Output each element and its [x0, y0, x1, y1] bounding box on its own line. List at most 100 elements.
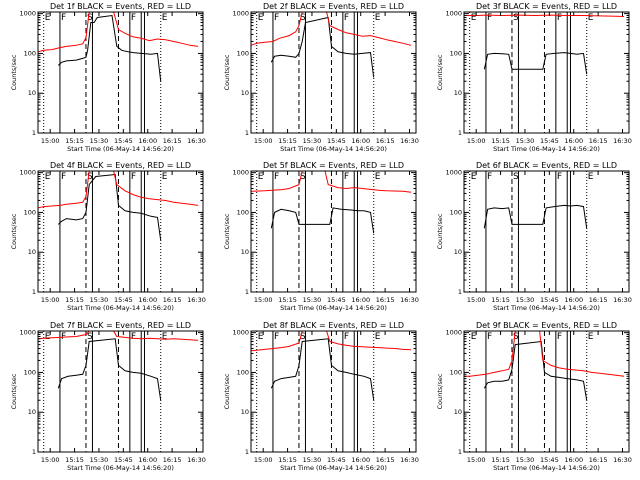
- series-line-lld: [251, 331, 412, 352]
- x-tick-label: 15:30: [303, 296, 322, 304]
- x-tick-label: 16:15: [589, 456, 608, 464]
- series-line-events: [270, 207, 375, 234]
- series-line-lld: [38, 171, 199, 209]
- marker-label: F: [131, 172, 136, 182]
- y-tick-label: 1000: [232, 169, 249, 177]
- x-tick-label: 16:00: [564, 137, 583, 145]
- series-line-events: [57, 338, 162, 401]
- marker-label: E: [258, 13, 264, 23]
- plot-frame: [250, 170, 417, 293]
- x-tick-label: 15:45: [327, 456, 346, 464]
- series-line-lld: [464, 14, 625, 17]
- marker-label: F: [557, 13, 562, 23]
- series-line-events: [270, 338, 375, 401]
- x-tick-label: 16:00: [138, 137, 157, 145]
- x-tick-label: 16:15: [376, 137, 395, 145]
- marker-label: E: [45, 13, 51, 23]
- marker-label: E: [588, 172, 594, 182]
- y-tick-label: 100: [24, 208, 36, 216]
- x-tick-label: 15:45: [327, 137, 346, 145]
- marker-label: S: [513, 13, 519, 23]
- marker-label: F: [557, 172, 562, 182]
- y-tick-label: 1: [245, 129, 249, 137]
- series-line-events: [57, 173, 162, 241]
- x-tick-label: 16:00: [351, 137, 370, 145]
- y-tick-label: 1000: [445, 10, 462, 18]
- x-tick-label: 16:15: [163, 137, 182, 145]
- x-axis-label: Start Time (06-May-14 14:56:20): [67, 304, 174, 312]
- marker-label: F: [274, 172, 279, 182]
- series-line-events: [57, 14, 162, 82]
- x-tick-label: 15:30: [516, 296, 535, 304]
- marker-label: E: [162, 13, 168, 23]
- x-tick-label: 16:15: [163, 296, 182, 304]
- x-tick-label: 15:15: [65, 456, 84, 464]
- y-tick-label: 1: [32, 448, 36, 456]
- marker-label: E: [45, 172, 51, 182]
- plot-frame: [463, 330, 630, 453]
- x-axis-label: Start Time (06-May-14 14:56:20): [67, 145, 174, 153]
- x-tick-label: 15:45: [114, 137, 133, 145]
- x-tick-label: 16:30: [400, 137, 419, 145]
- y-axis-label: Counts/sec: [436, 373, 444, 409]
- marker-label: E: [471, 172, 477, 182]
- x-tick-label: 16:00: [138, 456, 157, 464]
- x-tick-label: 15:15: [491, 296, 510, 304]
- x-tick-label: 15:30: [303, 456, 322, 464]
- marker-label: F: [274, 13, 279, 23]
- marker-label: E: [375, 13, 381, 23]
- y-axis-label: Counts/sec: [436, 54, 444, 90]
- y-tick-label: 1: [245, 448, 249, 456]
- x-tick-label: 16:30: [613, 456, 632, 464]
- y-axis-label: Counts/sec: [10, 373, 18, 409]
- marker-label: F: [61, 172, 66, 182]
- x-tick-label: 15:00: [467, 137, 486, 145]
- marker-label: F: [344, 332, 349, 342]
- x-tick-label: 15:15: [65, 296, 84, 304]
- y-tick-label: 10: [28, 89, 36, 97]
- y-tick-label: 100: [450, 208, 462, 216]
- y-axis-label: Counts/sec: [436, 213, 444, 249]
- y-axis-label: Counts/sec: [10, 213, 18, 249]
- marker-label: E: [471, 13, 477, 23]
- x-tick-label: 15:30: [90, 137, 109, 145]
- x-tick-label: 15:45: [540, 296, 559, 304]
- y-tick-label: 10: [28, 408, 36, 416]
- plot-frame: [250, 11, 417, 134]
- y-axis-label: Counts/sec: [223, 373, 231, 409]
- plot-frame: [37, 11, 204, 134]
- x-tick-label: 15:45: [327, 296, 346, 304]
- marker-label: E: [162, 332, 168, 342]
- marker-label: F: [131, 332, 136, 342]
- marker-label: S: [87, 172, 93, 182]
- y-tick-label: 100: [450, 368, 462, 376]
- x-axis-label: Start Time (06-May-14 14:56:20): [280, 464, 387, 472]
- x-tick-label: 15:15: [65, 137, 84, 145]
- y-tick-label: 1000: [232, 10, 249, 18]
- y-tick-label: 1: [458, 129, 462, 137]
- x-tick-label: 15:15: [278, 296, 297, 304]
- marker-label: E: [45, 332, 51, 342]
- x-tick-label: 15:45: [540, 456, 559, 464]
- x-tick-label: 15:30: [303, 137, 322, 145]
- series-line-lld: [464, 331, 625, 377]
- plot-frame: [463, 170, 630, 293]
- series-line-lld: [38, 331, 199, 341]
- x-axis-label: Start Time (06-May-14 14:56:20): [493, 464, 600, 472]
- y-tick-label: 1000: [19, 169, 36, 177]
- x-tick-label: 16:00: [351, 456, 370, 464]
- x-axis-label: Start Time (06-May-14 14:56:20): [493, 145, 600, 153]
- marker-label: E: [471, 332, 477, 342]
- marker-label: S: [513, 172, 519, 182]
- chart-title: Det 6f BLACK = Events, RED = LLD: [476, 161, 617, 170]
- x-axis-label: Start Time (06-May-14 14:56:20): [67, 464, 174, 472]
- marker-label: S: [513, 332, 519, 342]
- marker-label: F: [61, 13, 66, 23]
- x-tick-label: 15:00: [254, 456, 273, 464]
- y-tick-label: 10: [241, 248, 249, 256]
- x-tick-label: 16:15: [589, 296, 608, 304]
